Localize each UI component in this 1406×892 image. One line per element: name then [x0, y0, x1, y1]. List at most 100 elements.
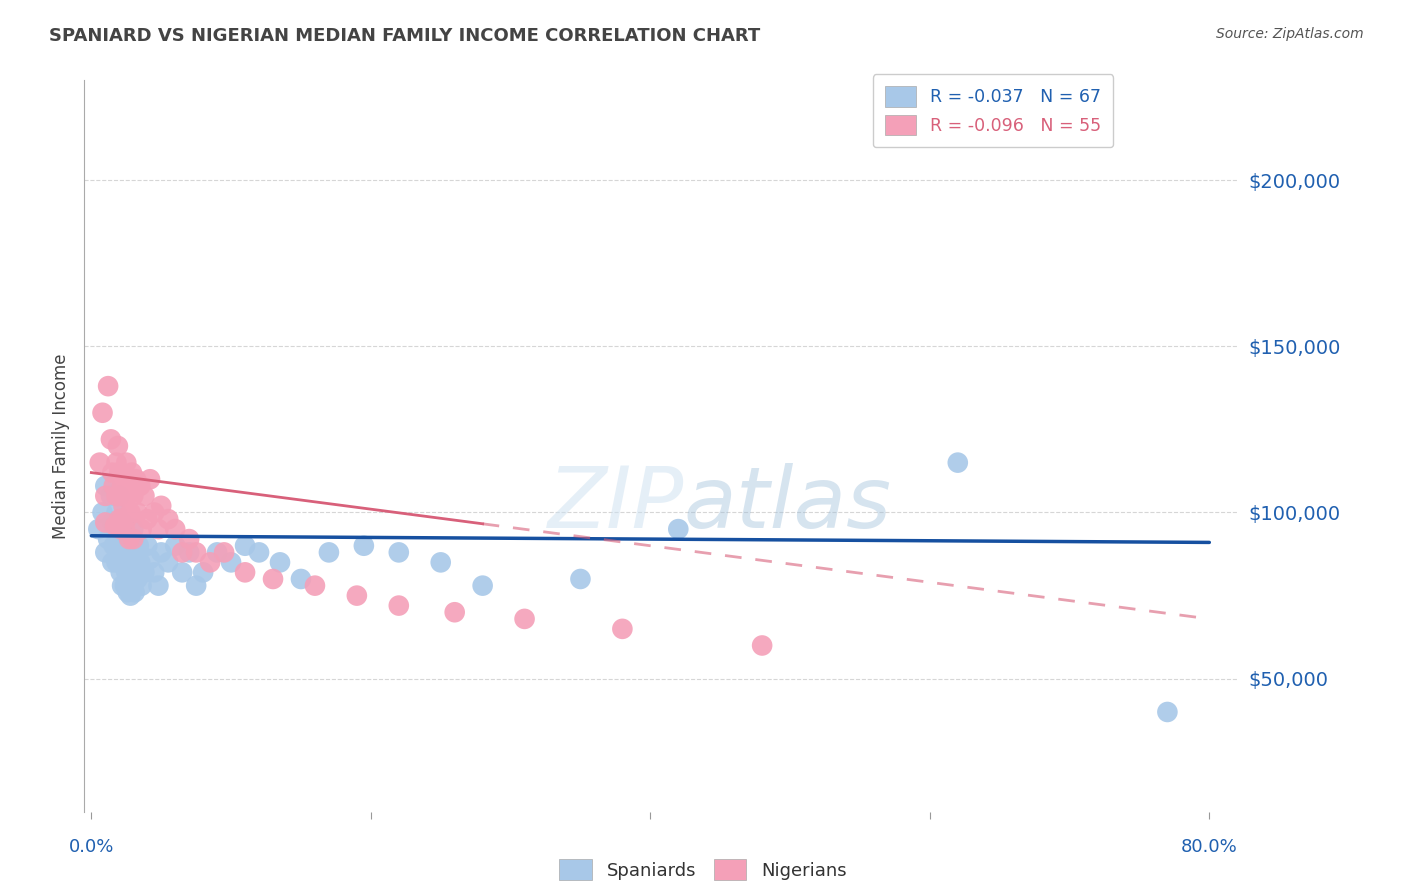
Point	[148, 522, 170, 536]
Point	[134, 566, 156, 580]
Point	[150, 545, 173, 559]
Point	[139, 472, 162, 486]
Point	[136, 512, 159, 526]
Point	[290, 572, 312, 586]
Text: SPANIARD VS NIGERIAN MEDIAN FAMILY INCOME CORRELATION CHART: SPANIARD VS NIGERIAN MEDIAN FAMILY INCOM…	[49, 27, 761, 45]
Point	[125, 472, 148, 486]
Point	[122, 489, 145, 503]
Point	[131, 579, 153, 593]
Point	[127, 572, 149, 586]
Point	[1156, 705, 1178, 719]
Point	[103, 479, 125, 493]
Point	[121, 466, 143, 480]
Point	[111, 479, 134, 493]
Point	[118, 539, 141, 553]
Point	[117, 585, 139, 599]
Point	[122, 522, 145, 536]
Point	[94, 489, 117, 503]
Point	[115, 512, 138, 526]
Point	[112, 522, 135, 536]
Point	[107, 539, 129, 553]
Point	[89, 456, 111, 470]
Point	[110, 489, 132, 503]
Point	[105, 522, 128, 536]
Point	[150, 499, 173, 513]
Point	[108, 545, 131, 559]
Point	[134, 489, 156, 503]
Point	[124, 585, 146, 599]
Point	[100, 489, 122, 503]
Legend: R = -0.037   N = 67, R = -0.096   N = 55: R = -0.037 N = 67, R = -0.096 N = 55	[873, 74, 1114, 147]
Point	[105, 555, 128, 569]
Point	[100, 433, 122, 447]
Point	[233, 566, 256, 580]
Point	[191, 566, 214, 580]
Point	[112, 499, 135, 513]
Point	[353, 539, 375, 553]
Point	[101, 555, 124, 569]
Point	[114, 579, 136, 593]
Point	[120, 555, 142, 569]
Point	[110, 532, 132, 546]
Point	[114, 545, 136, 559]
Point	[946, 456, 969, 470]
Point	[513, 612, 536, 626]
Point	[108, 489, 131, 503]
Point	[165, 522, 187, 536]
Point	[115, 456, 138, 470]
Point	[157, 512, 180, 526]
Point	[157, 555, 180, 569]
Point	[269, 555, 291, 569]
Point	[87, 522, 110, 536]
Point	[110, 566, 132, 580]
Point	[172, 566, 194, 580]
Point	[111, 545, 134, 559]
Point	[129, 555, 152, 569]
Point	[751, 639, 773, 653]
Point	[179, 532, 201, 546]
Point	[105, 456, 128, 470]
Point	[105, 489, 128, 503]
Point	[122, 566, 145, 580]
Point	[233, 539, 256, 553]
Point	[262, 572, 284, 586]
Point	[612, 622, 634, 636]
Point	[101, 466, 124, 480]
Point	[114, 522, 136, 536]
Point	[108, 512, 131, 526]
Point	[198, 555, 221, 569]
Point	[143, 566, 166, 580]
Point	[388, 599, 411, 613]
Point	[318, 545, 340, 559]
Point	[186, 579, 208, 593]
Point	[205, 545, 228, 559]
Point	[120, 589, 142, 603]
Point	[120, 506, 142, 520]
Text: 80.0%: 80.0%	[1181, 838, 1237, 856]
Point	[247, 545, 270, 559]
Text: 0.0%: 0.0%	[69, 838, 114, 856]
Point	[131, 522, 153, 536]
Point	[143, 506, 166, 520]
Point	[114, 479, 136, 493]
Point	[443, 605, 465, 619]
Point	[569, 572, 592, 586]
Point	[128, 539, 150, 553]
Point	[346, 589, 368, 603]
Point	[111, 516, 134, 530]
Point	[212, 545, 235, 559]
Point	[165, 539, 187, 553]
Point	[172, 545, 194, 559]
Point	[122, 532, 145, 546]
Legend: Spaniards, Nigerians: Spaniards, Nigerians	[553, 852, 853, 888]
Point	[94, 516, 117, 530]
Point	[219, 555, 242, 569]
Point	[388, 545, 411, 559]
Point	[110, 522, 132, 536]
Point	[129, 479, 152, 493]
Point	[118, 532, 141, 546]
Text: Source: ZipAtlas.com: Source: ZipAtlas.com	[1216, 27, 1364, 41]
Point	[108, 518, 131, 533]
Point	[101, 516, 124, 530]
Point	[91, 406, 114, 420]
